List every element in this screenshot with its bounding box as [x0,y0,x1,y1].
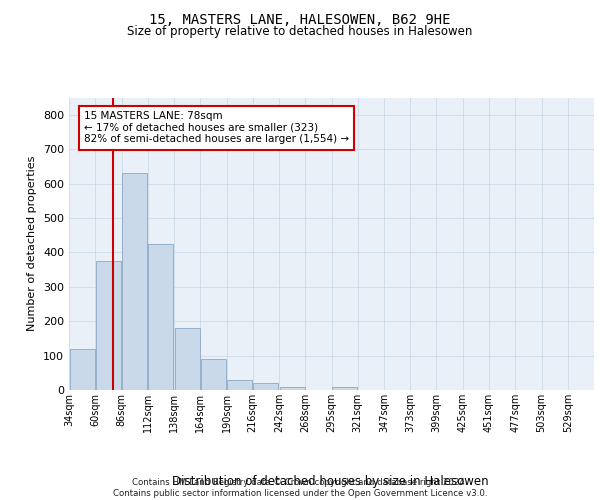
Bar [122,173,147,390]
Bar [201,359,226,390]
Bar [253,383,278,390]
Text: 15 MASTERS LANE: 78sqm
← 17% of detached houses are smaller (323)
82% of semi-de: 15 MASTERS LANE: 78sqm ← 17% of detached… [84,112,349,144]
Bar [175,328,200,390]
Bar [227,380,252,390]
Text: 15, MASTERS LANE, HALESOWEN, B62 9HE: 15, MASTERS LANE, HALESOWEN, B62 9HE [149,12,451,26]
Bar [280,386,305,390]
Text: Size of property relative to detached houses in Halesowen: Size of property relative to detached ho… [127,25,473,38]
Bar [148,244,173,390]
Text: Contains HM Land Registry data © Crown copyright and database right 2024.
Contai: Contains HM Land Registry data © Crown c… [113,478,487,498]
Bar [70,348,95,390]
Bar [332,386,357,390]
Bar [96,261,121,390]
Text: Distribution of detached houses by size in Halesowen: Distribution of detached houses by size … [172,474,488,488]
Y-axis label: Number of detached properties: Number of detached properties [28,156,37,332]
